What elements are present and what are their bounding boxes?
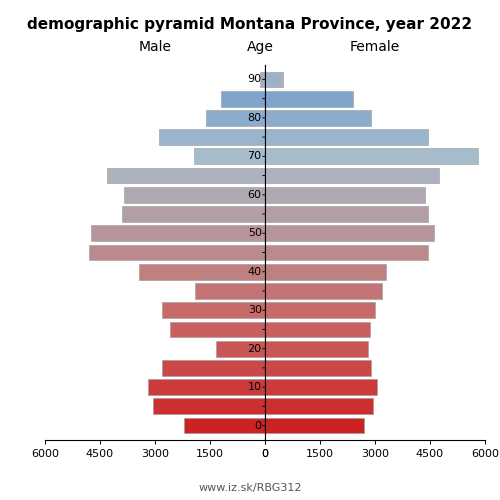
Bar [265,91,353,106]
Bar [265,148,478,164]
Bar [265,341,368,356]
Text: 50: 50 [248,228,262,238]
Text: 90: 90 [248,74,262,85]
Bar [265,360,372,376]
Text: 80: 80 [248,113,262,123]
Bar [265,206,428,222]
Bar [265,72,283,88]
Bar [108,168,265,184]
Bar [265,379,377,395]
Bar [138,264,265,280]
Text: Female: Female [350,40,400,54]
Bar [265,418,364,434]
Bar [265,187,424,202]
Text: www.iz.sk/RBG312: www.iz.sk/RBG312 [198,482,302,492]
Text: 40: 40 [248,266,262,276]
Bar [184,418,265,434]
Bar [122,206,265,222]
Text: 20: 20 [248,344,262,353]
Text: 0: 0 [254,420,262,430]
Bar [89,244,265,260]
Text: Male: Male [138,40,172,54]
Bar [265,264,386,280]
Text: 10: 10 [248,382,262,392]
Bar [124,187,265,202]
Bar [162,360,265,376]
Bar [265,322,370,338]
Bar [265,302,375,318]
Text: 60: 60 [248,190,262,200]
Bar [148,379,265,395]
Bar [153,398,265,414]
Bar [196,283,265,299]
Bar [194,148,265,164]
Bar [265,129,428,145]
Bar [265,398,373,414]
Bar [162,302,265,318]
Text: Age: Age [247,40,274,54]
Bar [91,226,265,241]
Text: 30: 30 [248,305,262,315]
Bar [158,129,265,145]
Bar [265,110,372,126]
Text: demographic pyramid Montana Province, year 2022: demographic pyramid Montana Province, ye… [28,18,472,32]
Bar [265,283,382,299]
Bar [260,72,265,88]
Text: 70: 70 [248,152,262,162]
Bar [170,322,265,338]
Bar [216,341,265,356]
Bar [221,91,265,106]
Bar [265,244,428,260]
Bar [206,110,265,126]
Bar [265,226,434,241]
Bar [265,168,439,184]
